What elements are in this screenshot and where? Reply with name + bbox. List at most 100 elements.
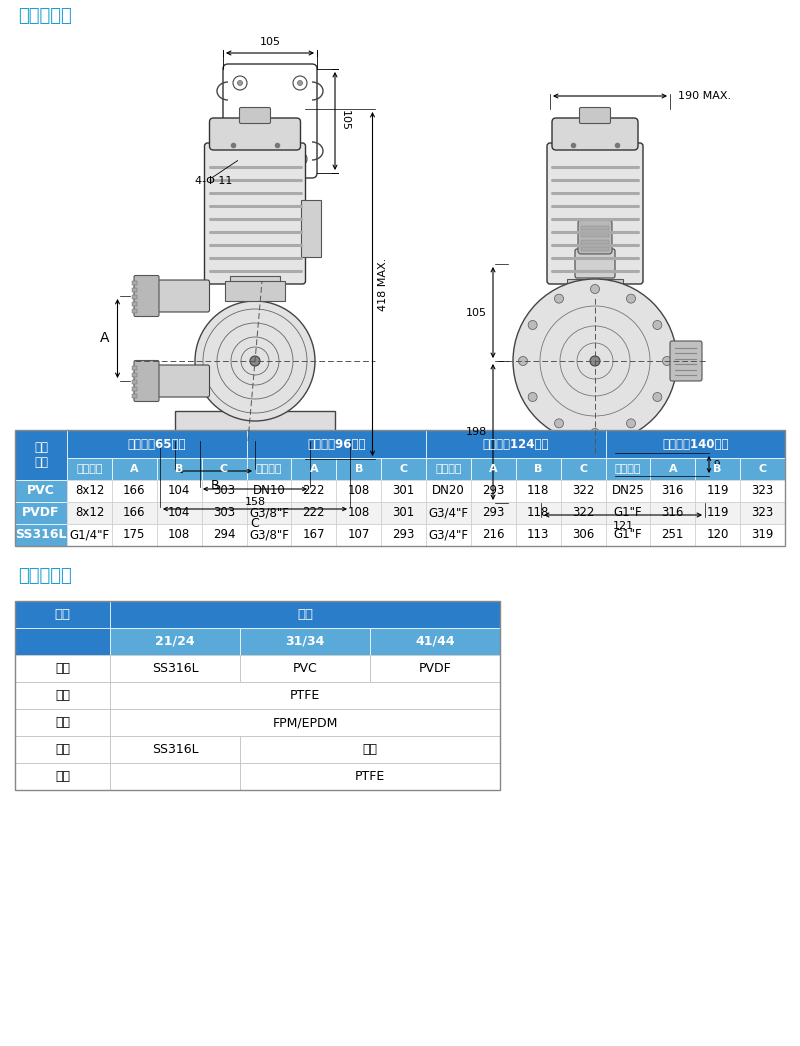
Text: C: C — [579, 464, 587, 474]
Text: 322: 322 — [572, 506, 594, 520]
Text: PVC: PVC — [27, 484, 55, 498]
Bar — [230, 276, 280, 286]
Bar — [157, 502, 202, 524]
Circle shape — [554, 294, 563, 303]
Circle shape — [238, 81, 242, 86]
Bar — [336, 458, 381, 480]
Bar — [650, 524, 695, 546]
Text: 107: 107 — [347, 528, 370, 542]
Text: B: B — [210, 479, 219, 492]
Text: 108: 108 — [347, 484, 370, 498]
FancyBboxPatch shape — [155, 365, 210, 397]
Bar — [471, 458, 516, 480]
Bar — [131, 366, 137, 370]
Bar — [336, 524, 381, 546]
Bar — [471, 502, 516, 524]
Text: 连接尺寸: 连接尺寸 — [76, 464, 102, 474]
Text: 41/44: 41/44 — [415, 635, 455, 649]
Bar — [112, 524, 157, 546]
FancyBboxPatch shape — [547, 143, 643, 285]
Bar — [561, 524, 606, 546]
Bar — [175, 411, 335, 441]
Text: 167: 167 — [302, 528, 325, 542]
Text: 31/34: 31/34 — [286, 635, 325, 649]
Circle shape — [233, 152, 247, 166]
Text: 8x12: 8x12 — [74, 506, 104, 520]
Text: 连接尺寸: 连接尺寸 — [435, 464, 462, 474]
Bar — [695, 480, 740, 502]
Circle shape — [233, 76, 247, 90]
Bar — [426, 524, 471, 546]
Text: PVDF: PVDF — [22, 506, 60, 520]
Text: 105: 105 — [340, 111, 350, 132]
Bar — [561, 480, 606, 502]
Circle shape — [590, 285, 599, 294]
Bar — [740, 458, 785, 480]
Bar — [579, 499, 611, 503]
Bar — [15, 655, 110, 682]
Bar — [157, 480, 202, 502]
Bar — [246, 524, 291, 546]
Text: 323: 323 — [751, 484, 774, 498]
Bar — [650, 458, 695, 480]
Text: 293: 293 — [482, 484, 505, 498]
Text: 泵头: 泵头 — [55, 662, 70, 675]
Bar — [291, 524, 336, 546]
Bar — [567, 279, 623, 291]
FancyBboxPatch shape — [187, 438, 213, 460]
Bar — [110, 709, 500, 736]
Bar — [426, 502, 471, 524]
Bar — [516, 480, 561, 502]
Bar — [15, 502, 67, 524]
Text: 密封: 密封 — [55, 717, 70, 729]
Bar — [695, 524, 740, 546]
FancyBboxPatch shape — [223, 64, 317, 178]
Text: A: A — [100, 332, 110, 345]
Circle shape — [518, 357, 527, 365]
Text: 319: 319 — [751, 528, 774, 542]
Text: A: A — [130, 464, 138, 474]
Bar — [579, 492, 611, 496]
Text: B: B — [354, 464, 363, 474]
Text: 222: 222 — [302, 506, 325, 520]
Bar — [15, 736, 110, 763]
Text: A: A — [310, 464, 318, 474]
Text: 113: 113 — [527, 528, 550, 542]
FancyBboxPatch shape — [210, 118, 301, 150]
Text: 121: 121 — [613, 521, 634, 531]
Text: G1"F: G1"F — [614, 506, 642, 520]
Circle shape — [653, 320, 662, 329]
FancyBboxPatch shape — [205, 143, 306, 285]
Text: 9: 9 — [713, 459, 720, 470]
Text: PVC: PVC — [293, 662, 318, 675]
Bar — [606, 458, 650, 480]
Bar — [131, 302, 137, 306]
Bar — [202, 524, 246, 546]
Text: G3/4"F: G3/4"F — [429, 506, 469, 520]
FancyBboxPatch shape — [297, 438, 323, 460]
Bar — [67, 502, 112, 524]
Bar — [67, 458, 112, 480]
Bar — [131, 387, 137, 391]
Bar — [15, 430, 67, 480]
Bar — [426, 430, 606, 458]
Text: 306: 306 — [572, 528, 594, 542]
FancyBboxPatch shape — [576, 470, 614, 506]
Text: 303: 303 — [213, 484, 235, 498]
Text: 材质: 材质 — [54, 608, 70, 621]
Bar — [110, 628, 240, 655]
Circle shape — [298, 81, 302, 86]
Bar — [157, 458, 202, 480]
Bar — [426, 480, 471, 502]
Bar — [202, 502, 246, 524]
Text: 阀球: 阀球 — [55, 743, 70, 756]
Text: 118: 118 — [527, 506, 550, 520]
Bar — [240, 628, 370, 655]
Bar — [336, 480, 381, 502]
Bar — [695, 502, 740, 524]
Text: 303: 303 — [213, 506, 235, 520]
Text: SS316L: SS316L — [152, 743, 198, 756]
Text: 21/24: 21/24 — [155, 635, 195, 649]
Text: 301: 301 — [393, 506, 414, 520]
Text: B: B — [534, 464, 542, 474]
